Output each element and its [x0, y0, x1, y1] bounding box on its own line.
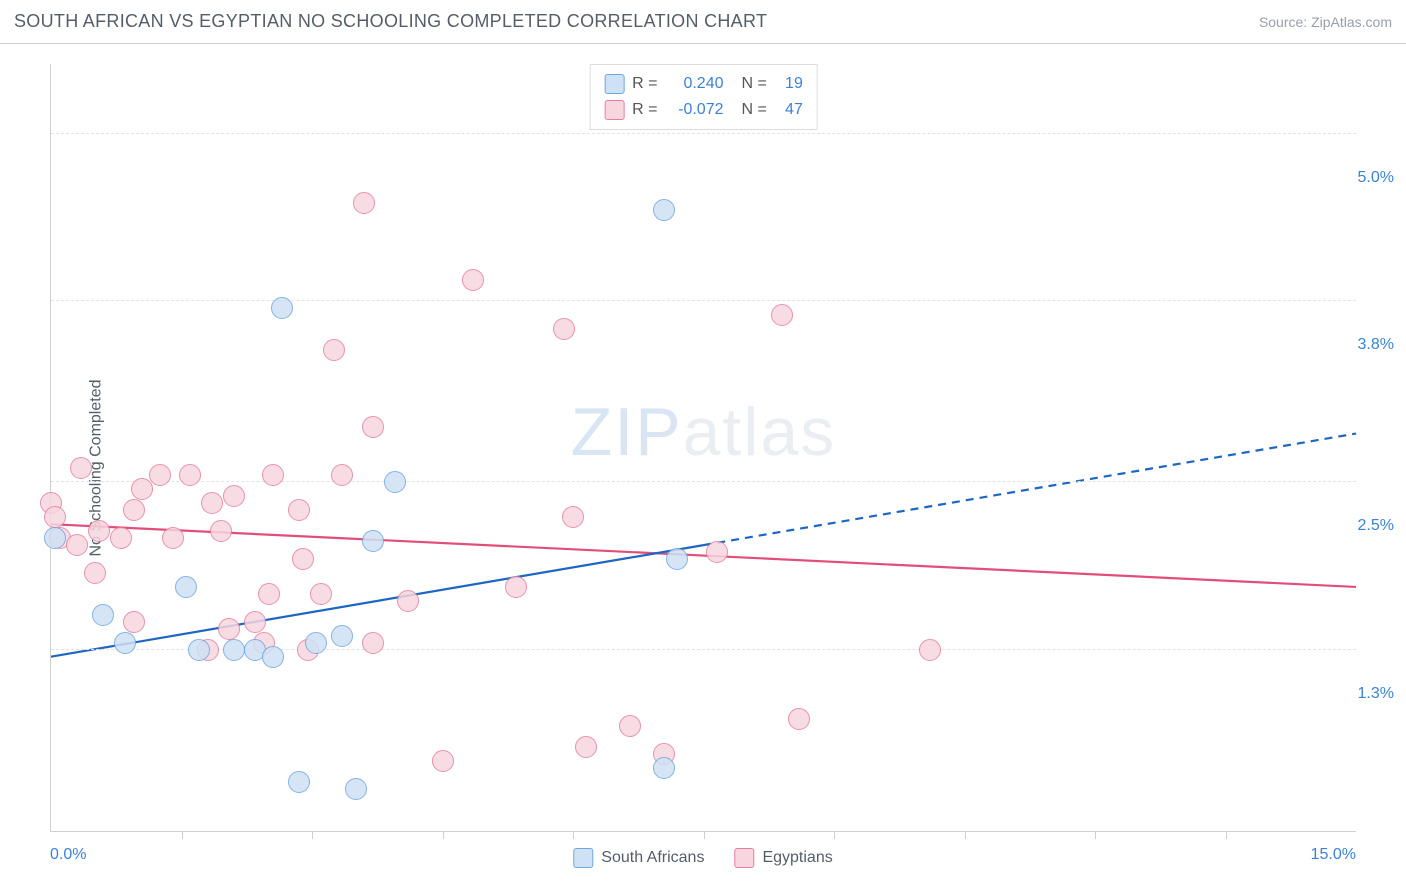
scatter-point [331, 625, 353, 647]
trend-lines [51, 64, 1356, 831]
stats-R-label: R = [632, 71, 657, 97]
scatter-point [323, 339, 345, 361]
scatter-point [706, 541, 728, 563]
bottom-legend: South Africans Egyptians [573, 848, 832, 868]
scatter-point [210, 520, 232, 542]
scatter-point [66, 534, 88, 556]
scatter-point [553, 318, 575, 340]
legend-item-2: Egyptians [734, 848, 832, 868]
scatter-point [353, 192, 375, 214]
scatter-point [362, 416, 384, 438]
scatter-point [88, 520, 110, 542]
stats-N-label: N = [742, 71, 767, 97]
scatter-point [292, 548, 314, 570]
scatter-point [123, 499, 145, 521]
scatter-point [262, 464, 284, 486]
scatter-point [432, 750, 454, 772]
scatter-point [575, 736, 597, 758]
series1-swatch-icon [604, 74, 624, 94]
scatter-point [505, 576, 527, 598]
scatter-point [188, 639, 210, 661]
scatter-point [288, 499, 310, 521]
x-tick [834, 831, 835, 839]
stats-N-label: N = [742, 97, 767, 123]
x-tick [182, 831, 183, 839]
x-tick [1095, 831, 1096, 839]
scatter-point [175, 576, 197, 598]
plot-area: ZIPatlas R = 0.240 N = 19 R = -0.072 N =… [50, 64, 1356, 832]
scatter-point [271, 297, 293, 319]
gridline-h [51, 133, 1356, 134]
scatter-point [114, 632, 136, 654]
stats-R-label: R = [632, 97, 657, 123]
scatter-point [92, 604, 114, 626]
scatter-point [223, 485, 245, 507]
scatter-point [179, 464, 201, 486]
x-tick [704, 831, 705, 839]
scatter-point [223, 639, 245, 661]
chart-header: SOUTH AFRICAN VS EGYPTIAN NO SCHOOLING C… [0, 0, 1406, 44]
legend-item-1: South Africans [573, 848, 704, 868]
scatter-point [919, 639, 941, 661]
scatter-point [162, 527, 184, 549]
scatter-point [653, 199, 675, 221]
scatter-point [397, 590, 419, 612]
scatter-point [70, 457, 92, 479]
series1-R-value: 0.240 [666, 71, 724, 97]
scatter-point [310, 583, 332, 605]
scatter-point [345, 778, 367, 800]
scatter-point [110, 527, 132, 549]
scatter-point [788, 708, 810, 730]
scatter-point [619, 715, 641, 737]
scatter-point [384, 471, 406, 493]
y-tick-label: 3.8% [1358, 336, 1394, 354]
scatter-point [201, 492, 223, 514]
gridline-h [51, 481, 1356, 482]
x-tick [443, 831, 444, 839]
scatter-point [44, 506, 66, 528]
scatter-point [149, 464, 171, 486]
scatter-point [305, 632, 327, 654]
scatter-point [218, 618, 240, 640]
y-tick-label: 2.5% [1358, 517, 1394, 535]
stats-box: R = 0.240 N = 19 R = -0.072 N = 47 [589, 64, 818, 130]
scatter-point [462, 269, 484, 291]
scatter-point [331, 464, 353, 486]
y-tick-label: 5.0% [1358, 169, 1394, 187]
x-tick [1226, 831, 1227, 839]
scatter-point [244, 611, 266, 633]
chart-source: Source: ZipAtlas.com [1259, 14, 1392, 30]
x-axis-max-label: 15.0% [1311, 846, 1356, 864]
series2-swatch-icon [604, 100, 624, 120]
series2-legend-label: Egyptians [762, 849, 832, 867]
scatter-point [123, 611, 145, 633]
scatter-point [562, 506, 584, 528]
scatter-point [84, 562, 106, 584]
scatter-point [262, 646, 284, 668]
chart-title: SOUTH AFRICAN VS EGYPTIAN NO SCHOOLING C… [14, 11, 767, 32]
stats-row-1: R = 0.240 N = 19 [604, 71, 803, 97]
series1-legend-label: South Africans [601, 849, 704, 867]
stats-row-2: R = -0.072 N = 47 [604, 97, 803, 123]
scatter-point [258, 583, 280, 605]
scatter-point [771, 304, 793, 326]
x-axis-min-label: 0.0% [50, 846, 86, 864]
plot-container: No Schooling Completed ZIPatlas R = 0.24… [0, 44, 1406, 892]
x-tick [312, 831, 313, 839]
scatter-point [44, 527, 66, 549]
series1-legend-swatch-icon [573, 848, 593, 868]
series1-N-value: 19 [775, 71, 803, 97]
scatter-point [362, 632, 384, 654]
series2-legend-swatch-icon [734, 848, 754, 868]
x-tick [965, 831, 966, 839]
scatter-point [362, 530, 384, 552]
x-tick [573, 831, 574, 839]
series2-N-value: 47 [775, 97, 803, 123]
gridline-h [51, 300, 1356, 301]
series2-R-value: -0.072 [666, 97, 724, 123]
scatter-point [288, 771, 310, 793]
scatter-point [653, 757, 675, 779]
y-tick-label: 1.3% [1358, 685, 1394, 703]
scatter-point [666, 548, 688, 570]
